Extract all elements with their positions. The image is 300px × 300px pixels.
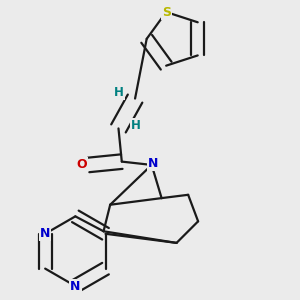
Text: H: H xyxy=(131,118,141,132)
Text: N: N xyxy=(40,227,50,240)
Text: H: H xyxy=(114,86,124,99)
Text: O: O xyxy=(76,158,87,171)
Text: N: N xyxy=(70,280,80,292)
Text: S: S xyxy=(162,5,171,19)
Text: N: N xyxy=(148,157,158,170)
